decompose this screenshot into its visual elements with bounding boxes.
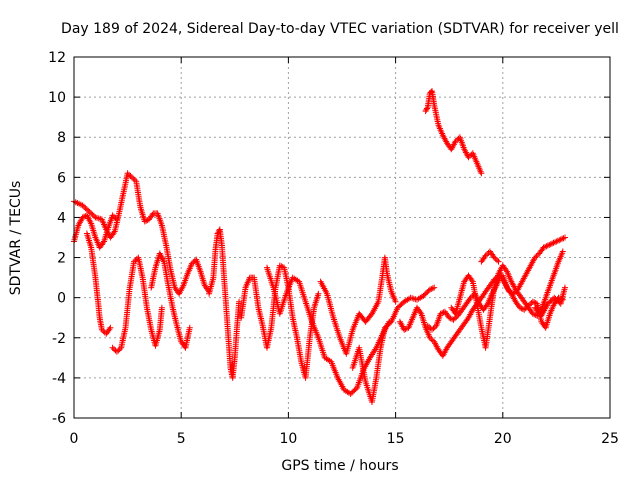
data-marker (148, 250, 193, 351)
data-marker (83, 230, 114, 337)
series-sat-p (532, 284, 568, 319)
data-marker (264, 264, 393, 397)
y-tick-label: 12 (48, 50, 66, 66)
x-tick-label: 25 (601, 431, 619, 447)
series-sat-n (448, 248, 566, 351)
y-tick-label: 10 (48, 90, 66, 106)
x-axis-label: GPS time / hours (281, 458, 398, 474)
plot-frame (73, 56, 611, 419)
y-tick-label: 6 (57, 170, 66, 186)
x-tick-label: 10 (279, 431, 297, 447)
y-tick-label: 0 (57, 291, 66, 307)
data-marker (238, 262, 322, 381)
data-marker (448, 248, 566, 351)
series-sat-l (422, 88, 485, 177)
y-tick-label: -4 (52, 371, 66, 387)
data-marker (478, 248, 502, 265)
data-marker (109, 254, 165, 355)
data-marker (532, 284, 568, 319)
y-tick-label: 2 (57, 251, 66, 267)
y-tick-label: -2 (52, 331, 66, 347)
chart-title: Day 189 of 2024, Sidereal Day-to-day VTE… (61, 21, 619, 37)
y-axis-label: SDTVAR / TECUs (8, 181, 24, 296)
data-marker (317, 254, 399, 357)
series-sat-g (238, 262, 322, 381)
axes: -6 -4 -2 0 2 4 6 8 10 12 0 5 10 15 20 25 (48, 50, 619, 447)
series-sat-c (83, 230, 114, 337)
series-sat-i (317, 254, 399, 357)
y-tick-label: 4 (57, 210, 66, 226)
x-tick-label: 15 (387, 431, 405, 447)
data-points (71, 88, 568, 405)
series-sat-o (478, 248, 502, 265)
x-tick-label: 5 (177, 431, 186, 447)
series-sat-f (206, 226, 243, 381)
data-marker (206, 226, 243, 381)
data-marker (349, 284, 438, 405)
y-tick-label: 8 (57, 130, 66, 146)
grid-lines (74, 57, 610, 418)
series-sat-d (109, 254, 165, 355)
series-sat-h (264, 264, 393, 397)
series-sat-j (349, 284, 438, 405)
x-tick-label: 0 (70, 431, 79, 447)
data-marker (422, 88, 485, 177)
y-tick-label: -6 (52, 411, 66, 427)
series-sat-e (148, 250, 193, 351)
x-tick-label: 20 (494, 431, 512, 447)
